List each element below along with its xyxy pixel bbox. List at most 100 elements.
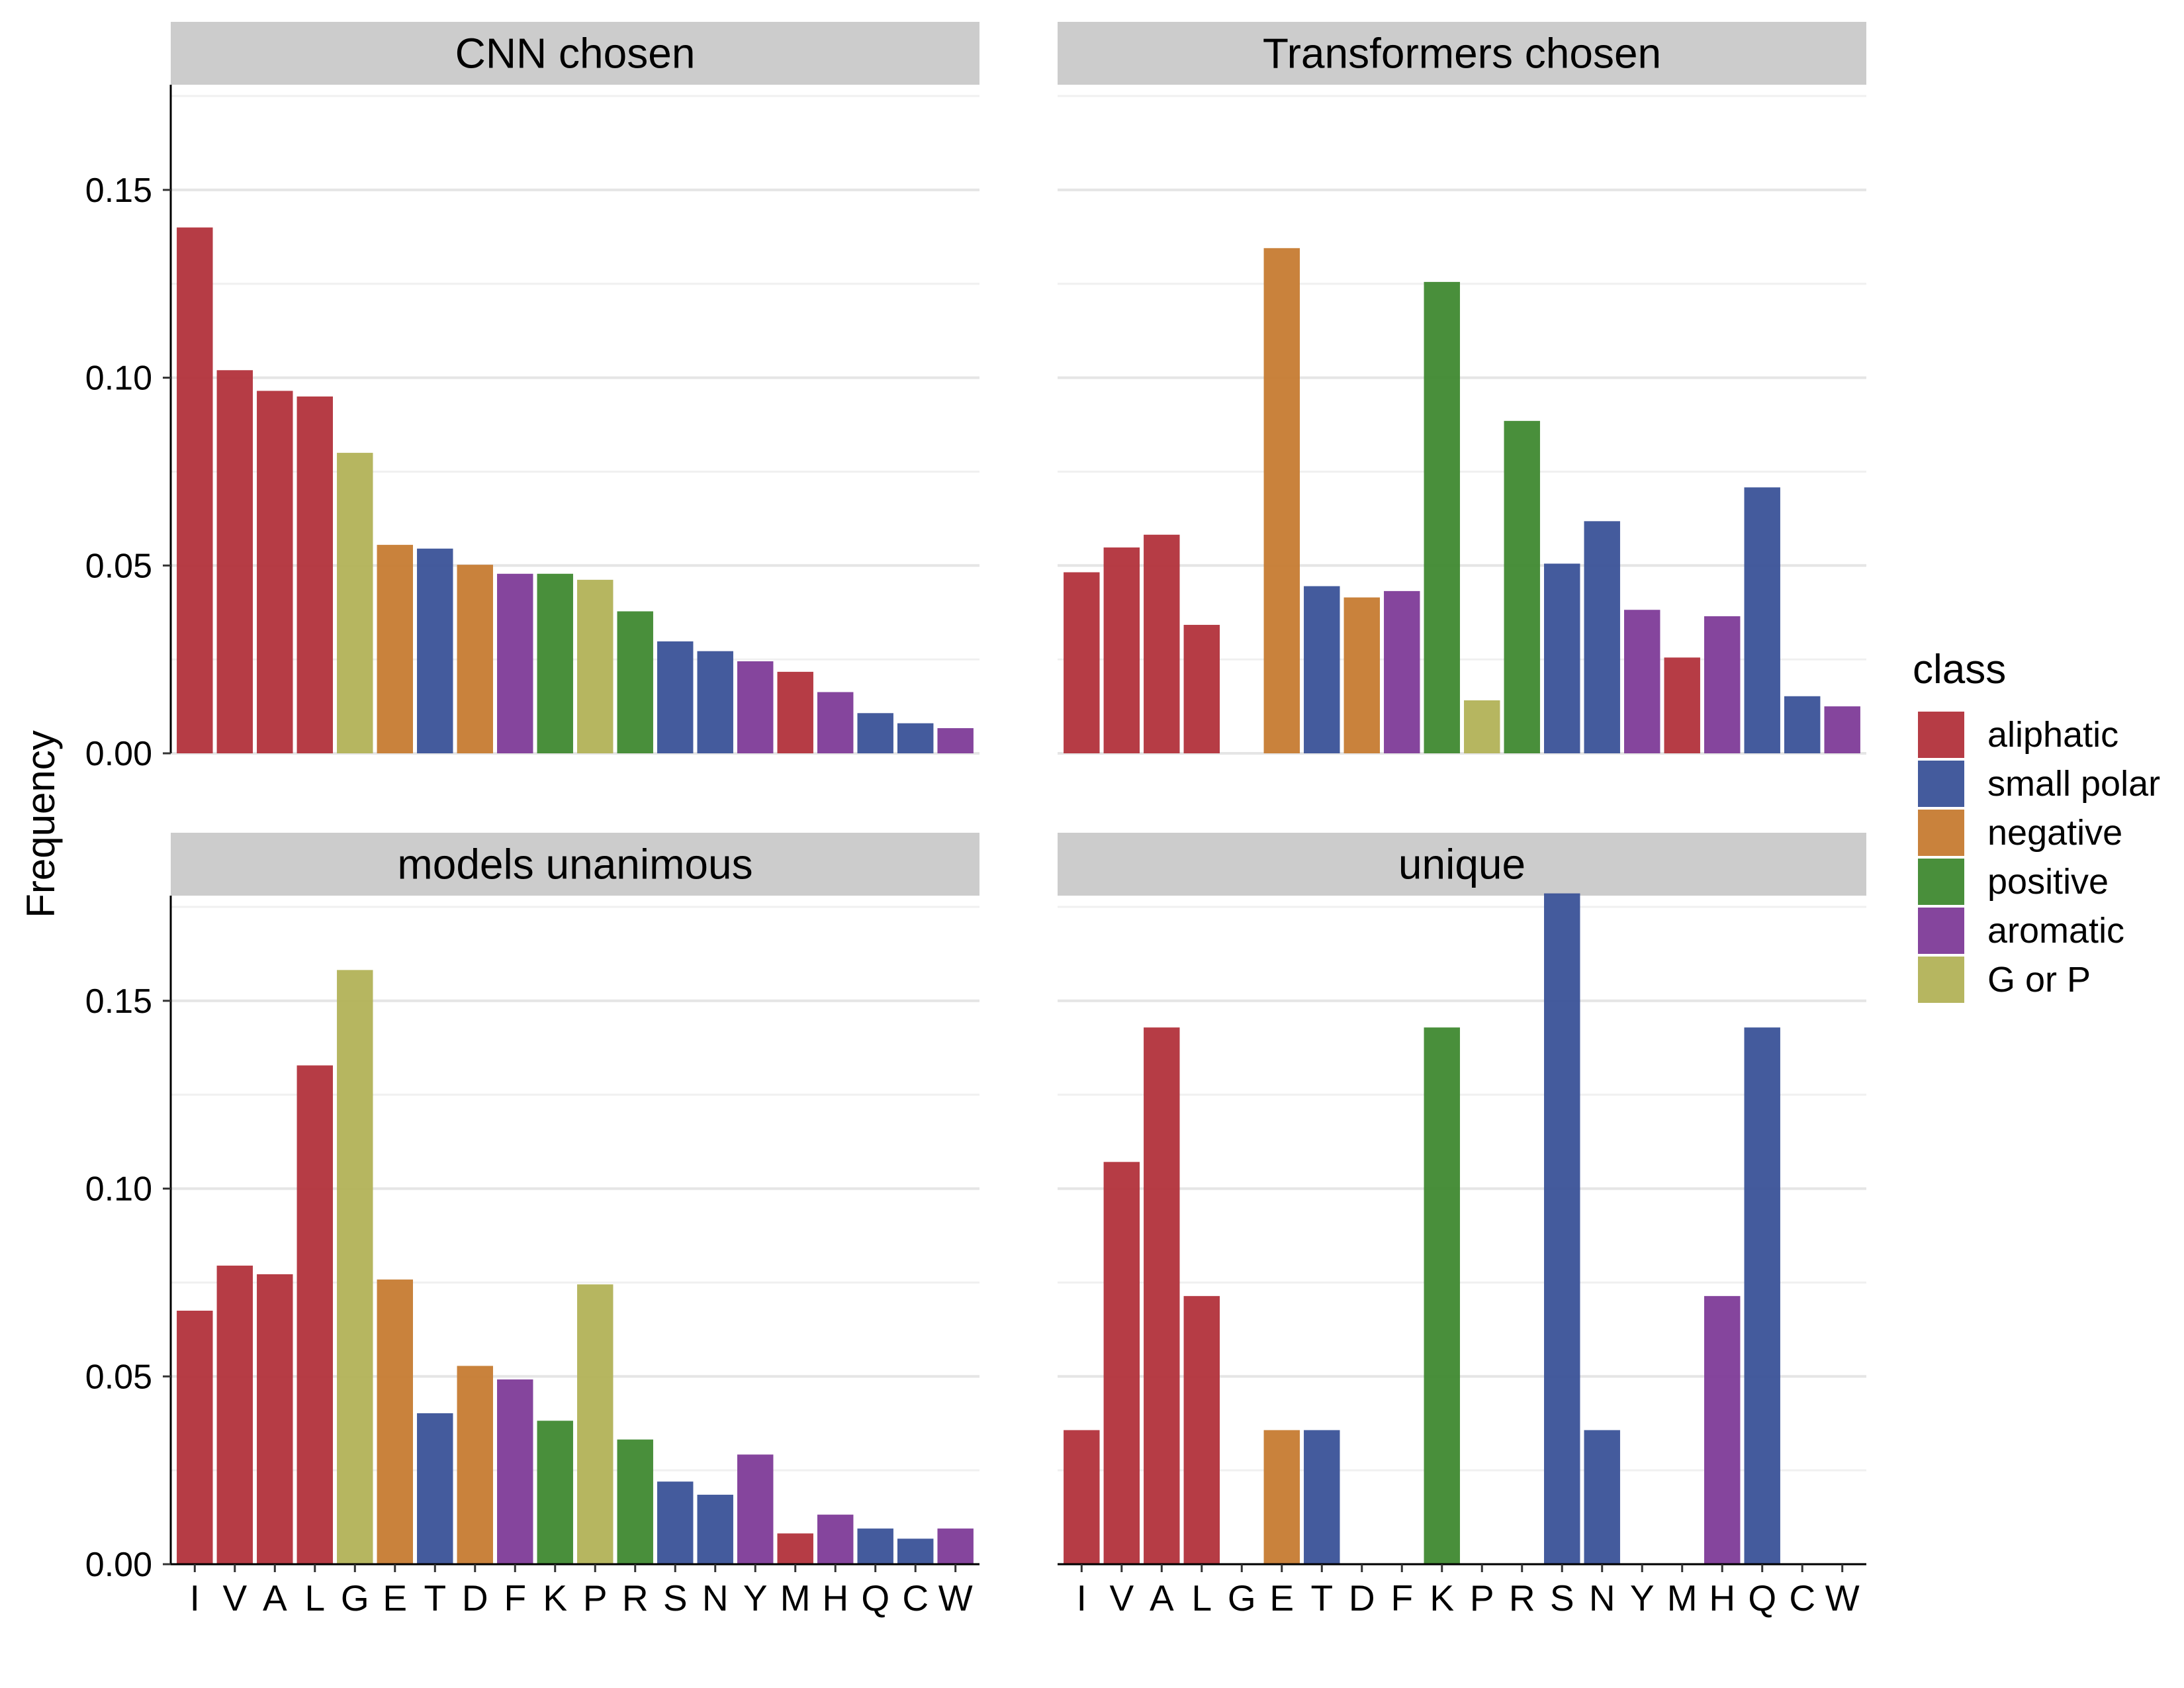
x-tick-label: F xyxy=(504,1577,526,1618)
panel: CNN chosen 0.00 0.05 0.10 0.15 xyxy=(85,22,979,773)
y-tick-label: 0.05 xyxy=(85,547,152,585)
legend-title: class xyxy=(1913,647,2006,692)
bar-A xyxy=(257,1274,293,1564)
legend-swatch xyxy=(1918,810,1964,856)
bar-P xyxy=(577,1284,614,1564)
x-tick-label: G xyxy=(341,1577,369,1618)
legend-label: positive xyxy=(1987,862,2109,902)
x-tick-label: R xyxy=(1509,1577,1535,1618)
y-tick-label: 0.00 xyxy=(85,1546,152,1584)
bar-H xyxy=(1704,616,1741,753)
bar-Y xyxy=(1624,610,1661,753)
bar-M xyxy=(777,671,813,753)
bar-N xyxy=(1584,521,1620,753)
x-tick-label: W xyxy=(938,1577,973,1618)
y-tick-label: 0.05 xyxy=(85,1358,152,1396)
y-tick-label: 0.10 xyxy=(85,359,152,398)
x-tick-label: S xyxy=(663,1577,688,1618)
bar-I xyxy=(1064,572,1100,753)
bar-Y xyxy=(737,661,774,753)
x-tick-label: N xyxy=(702,1577,729,1618)
bar-F xyxy=(1384,590,1420,753)
facet-strip xyxy=(1058,833,1866,896)
bar-R xyxy=(617,1439,653,1564)
bar-N xyxy=(1584,1430,1620,1564)
bar-Q xyxy=(1744,487,1780,753)
x-tick-label: M xyxy=(1667,1577,1698,1618)
y-tick-label: 0.10 xyxy=(85,1170,152,1209)
x-tick-label: H xyxy=(822,1577,848,1618)
bar-K xyxy=(537,573,573,753)
bar-L xyxy=(1183,624,1220,753)
x-tick-label: I xyxy=(190,1577,200,1618)
bar-F xyxy=(497,1379,533,1564)
x-tick-label: S xyxy=(1550,1577,1574,1618)
facet-title: unique xyxy=(1398,841,1525,888)
x-tick-label: R xyxy=(622,1577,649,1618)
legend-label: aliphatic xyxy=(1987,715,2118,755)
bar-M xyxy=(1664,657,1700,753)
legend-swatch xyxy=(1918,761,1964,807)
bar-Q xyxy=(857,1528,893,1564)
bar-H xyxy=(817,1515,854,1564)
x-tick-label: C xyxy=(902,1577,929,1618)
panel: Transformers chosen xyxy=(1058,22,1866,755)
bar-K xyxy=(537,1421,573,1564)
x-tick-label: C xyxy=(1789,1577,1815,1618)
x-tick-label: D xyxy=(1349,1577,1375,1618)
x-tick-label: P xyxy=(583,1577,608,1618)
x-tick-label: V xyxy=(1109,1577,1134,1618)
x-tick-label: T xyxy=(1310,1577,1333,1618)
x-tick-label: M xyxy=(780,1577,811,1618)
x-tick-label: A xyxy=(1150,1577,1174,1618)
x-tick-label: K xyxy=(1430,1577,1454,1618)
legend-swatch xyxy=(1918,908,1964,954)
x-tick-label: K xyxy=(543,1577,567,1618)
x-tick-label: F xyxy=(1390,1577,1413,1618)
bar-T xyxy=(1304,586,1340,753)
y-tick-label: 0.00 xyxy=(85,735,152,773)
bar-E xyxy=(1263,248,1300,754)
bar-S xyxy=(657,1481,694,1564)
x-tick-label: P xyxy=(1470,1577,1494,1618)
bar-G xyxy=(337,970,373,1564)
x-tick-label: V xyxy=(222,1577,247,1618)
bar-E xyxy=(377,545,413,753)
bar-V xyxy=(1103,1162,1140,1564)
bar-H xyxy=(1704,1295,1741,1564)
bar-R xyxy=(617,611,653,753)
y-axis-title: Frequency xyxy=(19,730,63,917)
panel: models unanimous 0.00 0.05 0.10 0.15 I V A L G E T D… xyxy=(85,833,979,1618)
bar-A xyxy=(1144,534,1180,753)
y-tick-label: 0.15 xyxy=(85,171,152,210)
bar-E xyxy=(1263,1430,1300,1564)
bar-P xyxy=(577,579,614,753)
legend-label: negative xyxy=(1987,813,2122,853)
bar-G xyxy=(337,453,373,753)
facet-strip xyxy=(171,22,979,85)
x-tick-label: Q xyxy=(1748,1577,1776,1618)
bar-S xyxy=(1544,893,1580,1564)
bar-T xyxy=(417,1413,453,1564)
bar-L xyxy=(296,396,334,753)
bar-D xyxy=(1343,597,1380,753)
bar-N xyxy=(697,1495,733,1564)
legend-swatch xyxy=(1918,859,1964,905)
x-tick-label: H xyxy=(1709,1577,1735,1618)
bar-M xyxy=(777,1533,813,1564)
legend-label: aromatic xyxy=(1987,911,2124,951)
bar-L xyxy=(296,1065,334,1564)
bar-C xyxy=(897,1538,934,1564)
x-tick-label: L xyxy=(304,1577,325,1618)
bar-T xyxy=(417,548,453,753)
x-tick-label: G xyxy=(1228,1577,1256,1618)
bar-Y xyxy=(737,1454,774,1564)
bar-V xyxy=(216,1265,253,1564)
bar-R xyxy=(1504,420,1540,753)
legend-swatch xyxy=(1918,712,1964,758)
bar-H xyxy=(817,692,854,753)
bar-K xyxy=(1424,1027,1460,1564)
bar-A xyxy=(1144,1027,1180,1564)
panel: unique I V A L G E T D F K P R S N Y M H Q C W xyxy=(1058,833,1866,1618)
